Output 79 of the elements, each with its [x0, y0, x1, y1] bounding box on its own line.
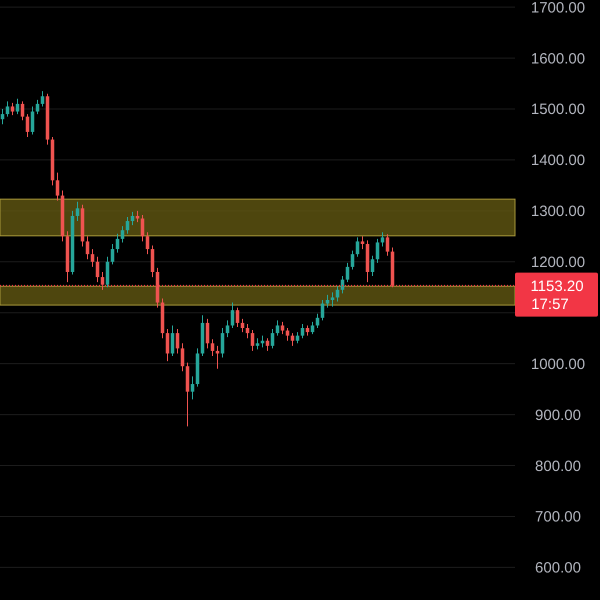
candlestick [286, 328, 290, 342]
candlestick [300, 323, 304, 339]
candlestick [180, 342, 184, 372]
candlestick [176, 328, 180, 354]
candlestick [216, 345, 220, 370]
candlestick [370, 255, 374, 277]
candlestick [290, 332, 294, 346]
y-tick-label: 600.00 [535, 560, 581, 577]
candlestick [240, 318, 244, 333]
y-tick-label: 700.00 [535, 508, 581, 526]
candlestick [386, 234, 390, 256]
candlestick [96, 256, 100, 283]
candlestick [346, 262, 350, 283]
candlestick [10, 102, 14, 116]
y-tick-label: 1700.00 [530, 0, 586, 16]
candlestick [336, 286, 340, 302]
candlestick [236, 307, 240, 328]
y-tick-label: 900.00 [535, 406, 581, 424]
candlestick [276, 320, 280, 336]
candlestick [120, 226, 124, 243]
y-tick-label: 800.00 [535, 458, 581, 475]
candlestick [280, 321, 284, 335]
candlestick [40, 90, 44, 107]
y-tick-label: 1600.00 [530, 50, 586, 68]
candlestick [136, 210, 140, 223]
text: 17:57 [531, 296, 569, 313]
candlestick [130, 211, 134, 226]
y-tick-label: 1200.00 [530, 254, 586, 272]
candlestick [296, 332, 300, 344]
y-tick-label: 1000.00 [530, 356, 586, 373]
candlestick [36, 99, 40, 115]
candlestick [316, 313, 320, 329]
candlestick [246, 323, 250, 339]
candlestick [306, 324, 310, 336]
candlestick [190, 376, 194, 400]
y-tick-label: 1300.00 [530, 203, 586, 220]
candlestick [110, 243, 114, 265]
candlestick [250, 330, 254, 352]
candlestick [356, 236, 360, 258]
candlestick [266, 338, 270, 352]
candlestick [26, 114, 30, 138]
candlestick [360, 236, 364, 250]
candlestick [256, 338, 260, 350]
candlestick [226, 320, 230, 338]
candlestick [6, 100, 10, 118]
candlestick [350, 250, 354, 270]
candlestick [206, 318, 210, 349]
candlestick [270, 328, 274, 349]
candlestick [30, 106, 34, 135]
candlestick [100, 271, 104, 290]
candlestick [20, 100, 24, 121]
candlestick [56, 172, 60, 202]
candlestick [170, 324, 174, 357]
candlestick [320, 300, 324, 321]
ref-line-label: 1153.20 [530, 278, 584, 295]
candlestick [16, 98, 20, 115]
candlestick [376, 238, 380, 264]
candlestick [260, 335, 264, 348]
candlestick [76, 201, 80, 222]
candlestick [310, 321, 314, 335]
candlestick [150, 245, 154, 278]
candlestick [230, 302, 234, 329]
candlestick [220, 328, 224, 358]
candlestick [330, 292, 334, 308]
candlestick [340, 276, 344, 294]
candlestick [210, 338, 214, 357]
candlestick [86, 236, 90, 260]
candlestick [380, 232, 384, 248]
candlestick [326, 294, 330, 308]
candlestick [126, 216, 130, 234]
candlestick [90, 248, 94, 268]
candlestick [106, 256, 110, 288]
candlestick [166, 328, 170, 362]
y-tick-label: 1400.00 [530, 152, 586, 170]
candlestick [146, 232, 150, 255]
candlestick [0, 108, 4, 125]
y-tick-label: 1500.00 [530, 101, 586, 118]
candlestick [116, 233, 120, 254]
candlestick [140, 214, 144, 242]
